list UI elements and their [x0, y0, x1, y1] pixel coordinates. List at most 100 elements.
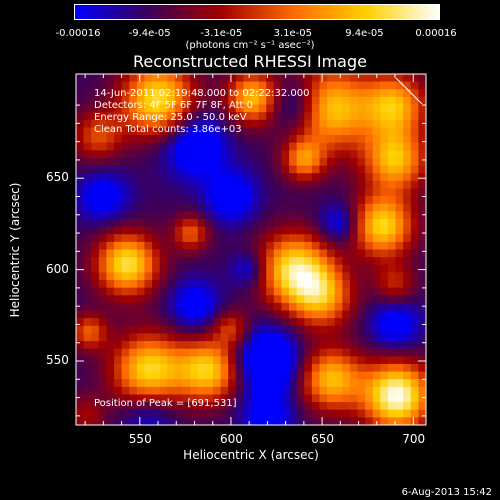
heatmap-cell [380, 150, 389, 159]
heatmap-cell [327, 211, 336, 220]
heatmap-cell [205, 81, 214, 90]
heatmap-cell [296, 409, 305, 418]
heatmap-cell [243, 318, 252, 327]
heatmap-cell [372, 226, 381, 235]
heatmap-cell [304, 226, 313, 235]
heatmap-cell [228, 257, 237, 266]
heatmap-cell [304, 371, 313, 380]
heatmap-cell [129, 272, 138, 281]
heatmap-cell [251, 234, 260, 243]
heatmap-cell [266, 341, 275, 350]
heatmap-cell [387, 89, 397, 98]
heatmap-cell [357, 211, 366, 220]
heatmap-cell [136, 417, 146, 425]
heatmap-cell [83, 386, 92, 396]
heatmap-cell [251, 226, 260, 235]
heatmap-cell [327, 280, 336, 289]
heatmap-cell [174, 272, 184, 281]
heatmap-cell [167, 394, 176, 403]
heatmap-cell [220, 363, 229, 373]
heatmap-cell [144, 341, 153, 350]
heatmap-cell [304, 188, 313, 197]
heatmap-cell [167, 325, 176, 335]
heatmap-cell [342, 104, 351, 113]
heatmap-cell [220, 165, 229, 174]
heatmap-cell [83, 325, 92, 335]
heatmap-cell [235, 234, 244, 243]
heatmap-cell [327, 394, 336, 403]
heatmap-cell [212, 104, 222, 113]
heatmap-cell [167, 96, 176, 106]
heatmap-cell [349, 287, 359, 296]
heatmap-cell [98, 203, 108, 212]
heatmap-cell [152, 325, 161, 335]
heatmap-cell [365, 211, 374, 220]
heatmap-cell [159, 356, 168, 365]
heatmap-cell [304, 96, 313, 106]
heatmap-cell [212, 157, 222, 167]
heatmap-cell [235, 348, 244, 357]
heatmap-cell [106, 333, 115, 342]
heatmap-cell [281, 280, 290, 289]
heatmap-cell [387, 180, 397, 190]
heatmap-cell [311, 150, 321, 159]
heatmap-cell [403, 310, 412, 319]
heatmap-cell [220, 341, 229, 350]
heatmap-cell [258, 226, 267, 235]
heatmap-cell [167, 379, 176, 388]
heatmap-cell [296, 295, 305, 304]
heatmap-cell [296, 96, 305, 106]
heatmap-cell [243, 241, 252, 251]
heatmap-cell [197, 348, 206, 357]
annotation-detectors: Detectors: 4F 5F 6F 7F 8F, Att 0 [94, 100, 254, 111]
heatmap-cell [243, 74, 252, 83]
heatmap-cell [418, 196, 426, 205]
heatmap-cell [144, 402, 153, 411]
heatmap-cell [311, 142, 321, 151]
heatmap-cell [357, 135, 366, 144]
heatmap-cell [174, 402, 184, 411]
heatmap-cell [220, 280, 229, 289]
heatmap-cell [106, 341, 115, 350]
heatmap-cell [296, 287, 305, 296]
heatmap-cell [205, 318, 214, 327]
heatmap-cell [304, 257, 313, 266]
heatmap-cell [182, 257, 191, 266]
heatmap-cell [235, 394, 244, 403]
heatmap-cell [372, 180, 381, 190]
heatmap-cell [190, 142, 199, 151]
heatmap-cell [319, 272, 328, 281]
heatmap-cell [327, 150, 336, 159]
heatmap-cell [266, 241, 275, 251]
heatmap-cell [266, 165, 275, 174]
heatmap-cell [174, 119, 184, 129]
heatmap-cell [91, 379, 100, 388]
heatmap-cell [281, 318, 290, 327]
heatmap-cell [357, 119, 366, 129]
heatmap-cell [152, 295, 161, 304]
heatmap-cell [167, 241, 176, 251]
heatmap-cell [167, 417, 176, 425]
heatmap-cell [121, 203, 130, 212]
heatmap-cell [220, 173, 229, 182]
heatmap-cell [418, 150, 426, 159]
heatmap-cell [319, 96, 328, 106]
heatmap-cell [251, 157, 260, 167]
heatmap-cell [228, 363, 237, 373]
heatmap-cell [98, 287, 108, 296]
heatmap-cell [296, 234, 305, 243]
heatmap-cell [273, 371, 283, 380]
heatmap-cell [357, 341, 366, 350]
heatmap-cell [418, 341, 426, 350]
heatmap-cell [372, 257, 381, 266]
heatmap-cell [190, 234, 199, 243]
heatmap-cell [220, 89, 229, 98]
heatmap-cell [212, 363, 222, 373]
heatmap-cell [372, 333, 381, 342]
heatmap-cell [380, 127, 389, 136]
heatmap-cell [395, 310, 404, 319]
colorbar-tick-label: -3.1e-05 [200, 28, 243, 39]
heatmap-cell [205, 280, 214, 289]
heatmap-cell [182, 112, 191, 121]
heatmap-cell [296, 226, 305, 235]
